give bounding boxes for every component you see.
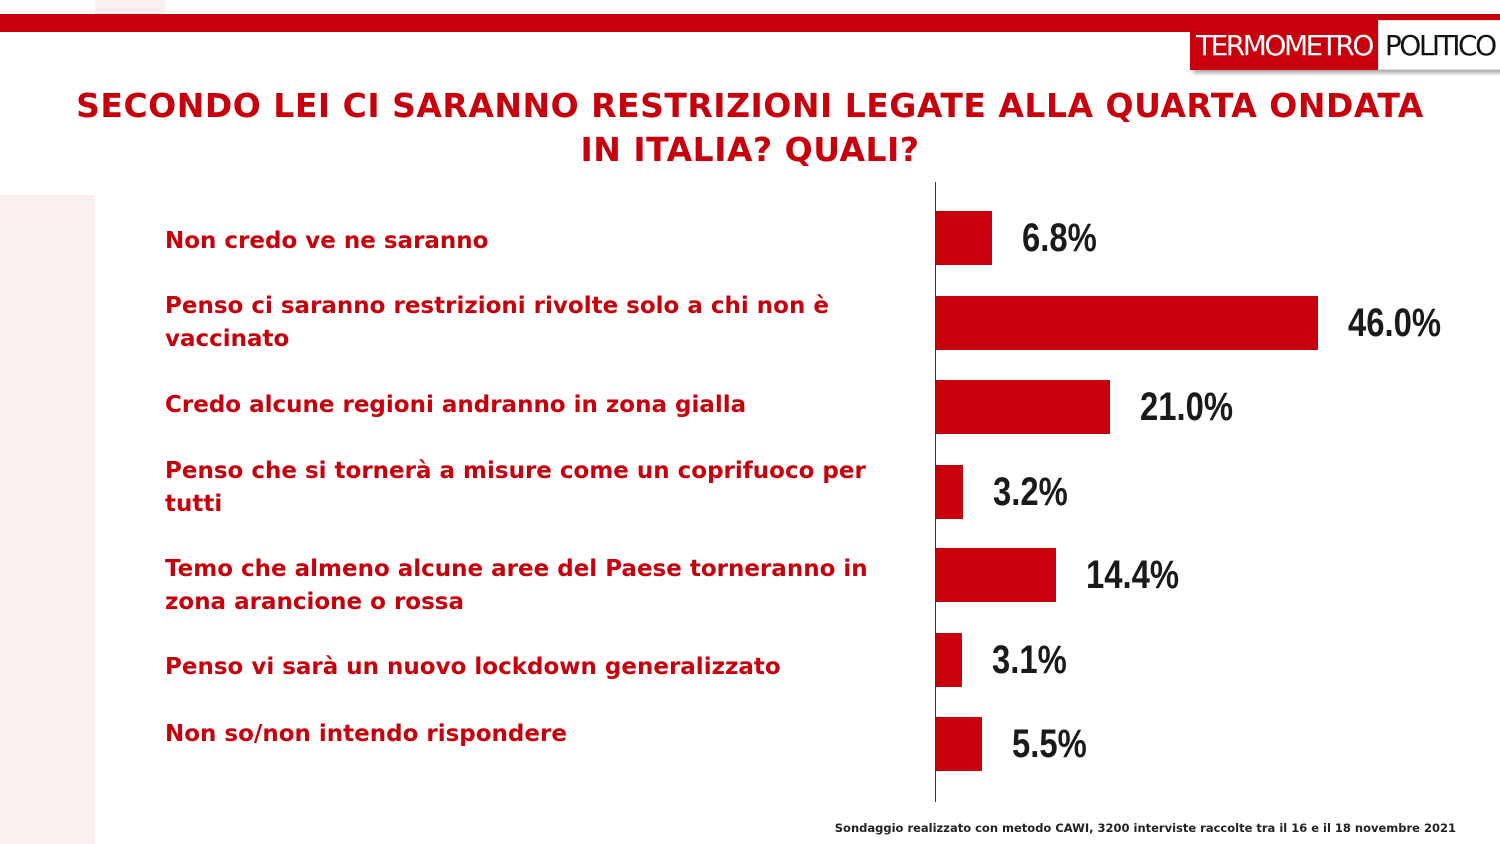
bar [936, 380, 1111, 434]
value-label: 5.5% [1011, 722, 1087, 766]
value-label: 3.1% [991, 638, 1067, 682]
chart-axis-line [935, 182, 936, 802]
bar [936, 296, 1318, 350]
value-label: 6.8% [1022, 216, 1098, 260]
category-label: Credo alcune regioni andranno in zona gi… [165, 392, 747, 418]
value-label: 14.4% [1085, 553, 1179, 597]
chart-title: SECONDO LEI CI SARANNO RESTRIZIONI LEGAT… [76, 86, 1424, 169]
bar [936, 465, 963, 519]
bar [936, 548, 1056, 602]
category-label: Non credo ve ne saranno [165, 228, 489, 254]
background-decoration-left [0, 195, 95, 844]
value-label: 46.0% [1347, 301, 1441, 345]
logo-part2: POLITICO [1377, 20, 1500, 70]
logo-part1: TERMOMETRO [1190, 20, 1378, 70]
brand-logo: TERMOMETRO POLITICO [1190, 20, 1500, 70]
category-label: Penso vi sarà un nuovo lockdown generali… [165, 654, 781, 680]
bar [936, 211, 993, 265]
category-label: Penso che si tornerà a misure come un co… [165, 458, 866, 517]
value-label: 21.0% [1140, 385, 1234, 429]
survey-footnote: Sondaggio realizzato con metodo CAWI, 32… [834, 821, 1456, 835]
category-label: Non so/non intendo rispondere [165, 721, 567, 747]
bar [936, 633, 962, 687]
value-label: 3.2% [992, 470, 1068, 514]
bar [936, 717, 982, 771]
category-label: Temo che almeno alcune aree del Paese to… [165, 556, 868, 615]
category-label: Penso ci saranno restrizioni rivolte sol… [165, 293, 829, 352]
top-accent-bar [0, 14, 1500, 32]
background-decoration-top [95, 0, 165, 14]
